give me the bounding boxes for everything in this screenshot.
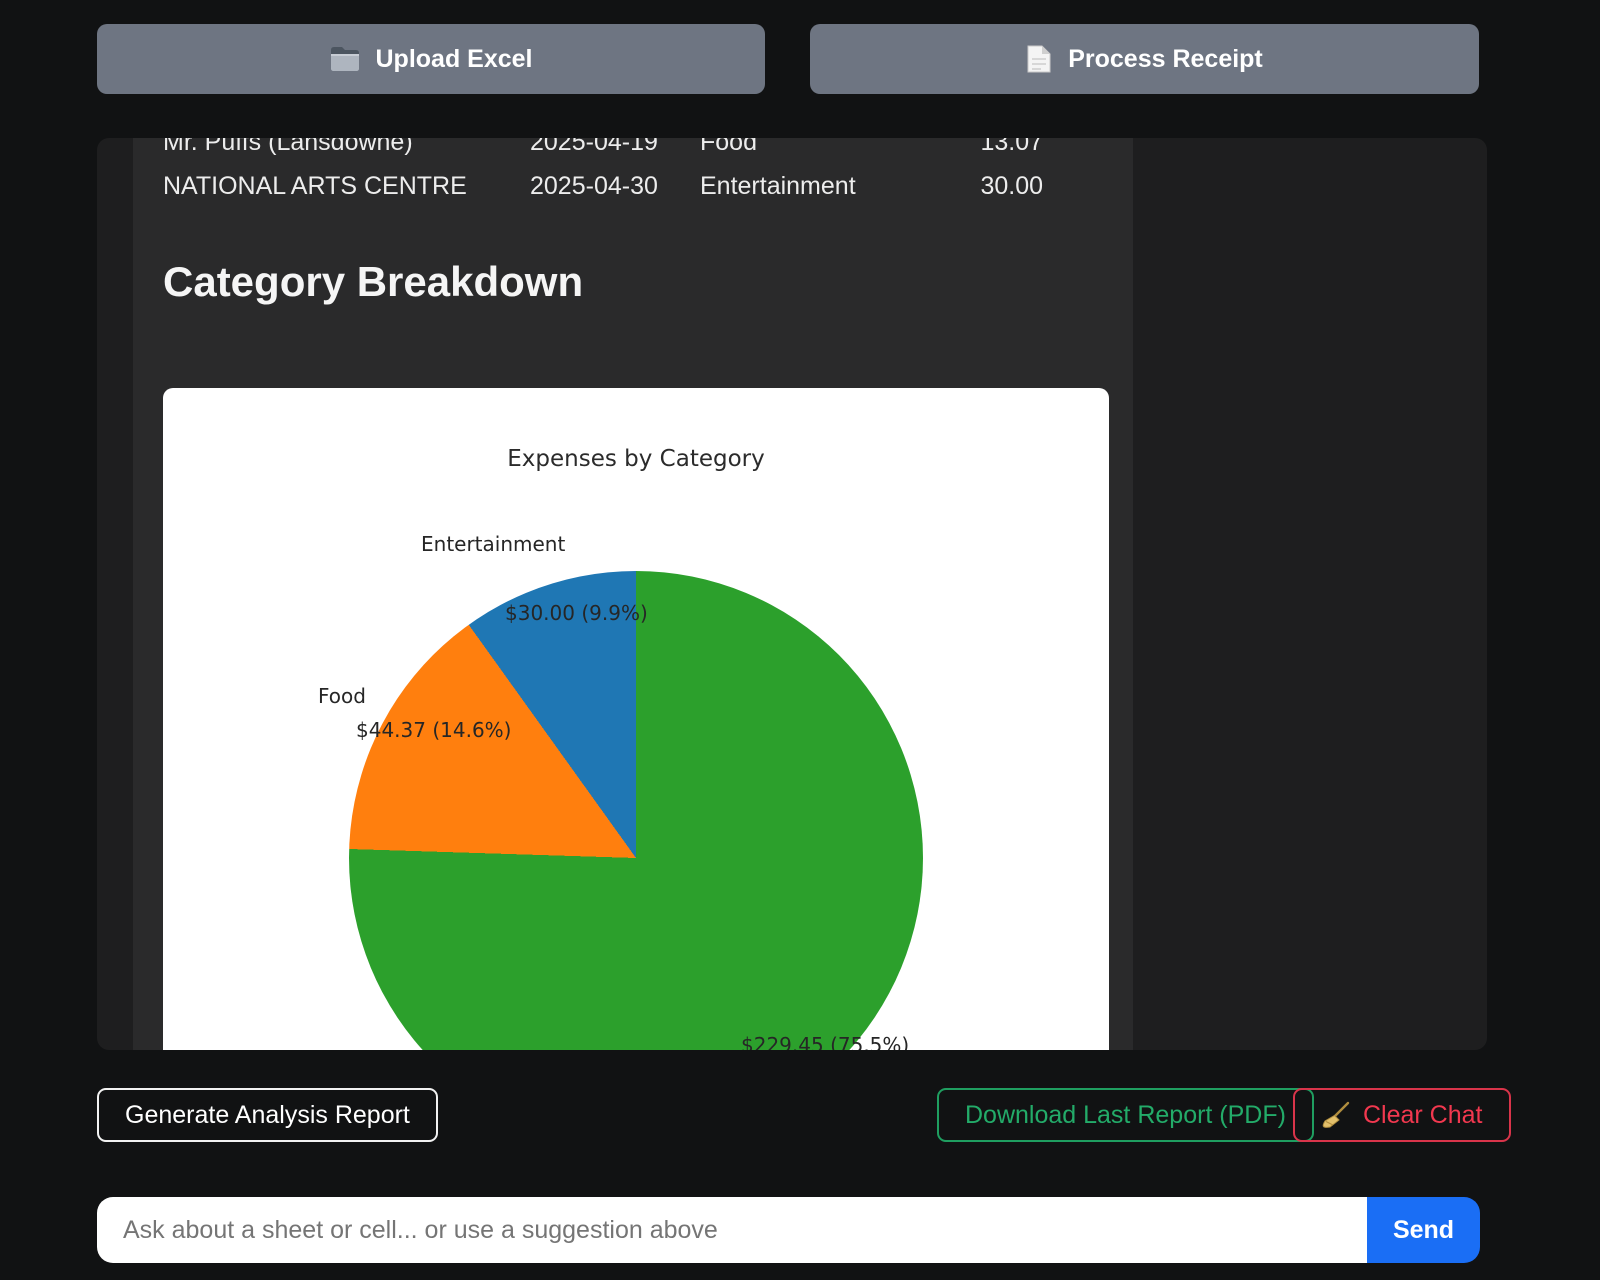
pie-chart-image: Expenses by Category Entertainment $30.0…	[163, 388, 1109, 1050]
slice-label-entertainment: Entertainment	[421, 532, 566, 556]
send-button[interactable]: Send	[1367, 1197, 1480, 1263]
chat-input[interactable]	[97, 1197, 1367, 1263]
date-cell: 2025-04-19	[530, 138, 658, 156]
generate-report-label: Generate Analysis Report	[125, 1100, 410, 1129]
section-heading: Category Breakdown	[163, 258, 584, 305]
process-receipt-label: Process Receipt	[1068, 44, 1263, 73]
transactions-table: Mr. Puffs (Lansdowne) 2025-04-19 Food 13…	[163, 138, 1103, 208]
amount-cell: 13.07	[980, 138, 1043, 156]
clear-chat-label: Clear Chat	[1363, 1100, 1483, 1129]
folder-icon	[330, 46, 360, 72]
generate-report-button[interactable]: Generate Analysis Report	[97, 1088, 438, 1142]
merchant-cell: NATIONAL ARTS CENTRE	[163, 171, 467, 200]
chart-title: Expenses by Category	[507, 446, 765, 472]
slice-value-food: $44.37 (14.6%)	[356, 718, 512, 742]
category-cell: Entertainment	[700, 171, 856, 200]
pie-chart	[349, 571, 923, 1050]
clear-chat-button[interactable]: Clear Chat	[1293, 1088, 1511, 1142]
download-report-label: Download Last Report (PDF)	[965, 1100, 1286, 1129]
broom-icon	[1321, 1100, 1351, 1130]
chat-scroll-area[interactable]: Mr. Puffs (Lansdowne) 2025-04-19 Food 13…	[97, 138, 1487, 1050]
slice-label-food: Food	[318, 684, 366, 708]
merchant-cell: Mr. Puffs (Lansdowne)	[163, 138, 413, 156]
assistant-message-bubble: Mr. Puffs (Lansdowne) 2025-04-19 Food 13…	[133, 138, 1133, 1050]
amount-cell: 30.00	[980, 171, 1043, 200]
date-cell: 2025-04-30	[530, 171, 658, 200]
table-row: NATIONAL ARTS CENTRE 2025-04-30 Entertai…	[163, 164, 1103, 208]
slice-value-green: $229.45 (75.5%)	[741, 1033, 910, 1050]
slice-value-entertainment: $30.00 (9.9%)	[505, 601, 648, 625]
category-cell: Food	[700, 138, 757, 156]
upload-excel-button[interactable]: Upload Excel	[97, 24, 765, 94]
chat-composer: Send	[97, 1197, 1480, 1263]
document-icon	[1026, 44, 1052, 74]
process-receipt-button[interactable]: Process Receipt	[810, 24, 1479, 94]
download-report-button[interactable]: Download Last Report (PDF)	[937, 1088, 1314, 1142]
table-row: Mr. Puffs (Lansdowne) 2025-04-19 Food 13…	[163, 138, 1103, 164]
upload-excel-label: Upload Excel	[375, 44, 533, 73]
